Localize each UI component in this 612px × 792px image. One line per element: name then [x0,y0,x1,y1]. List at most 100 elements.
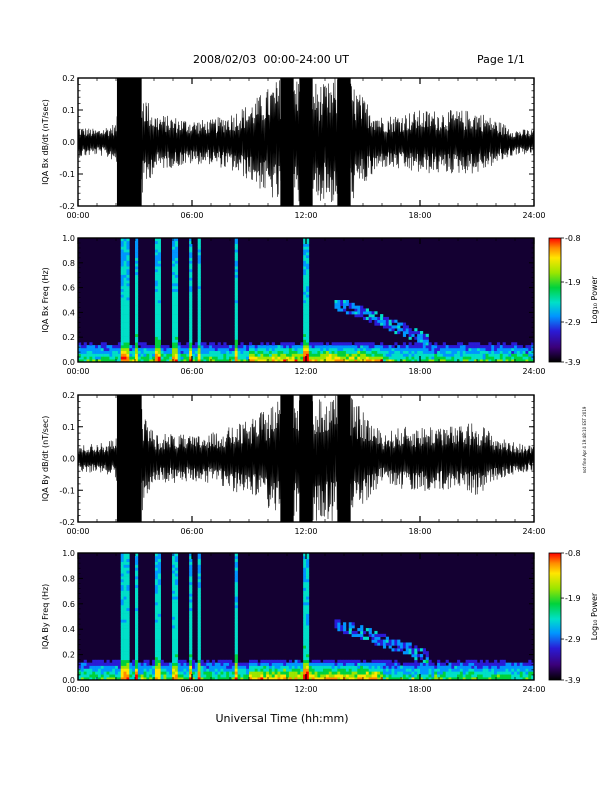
spectrogram-cell [140,662,144,666]
spectrogram-cell [348,625,352,629]
spectrogram-cell [431,359,435,363]
spectrogram-cell [340,359,344,363]
spectrogram-cell [140,359,144,363]
spectrogram-cell [291,359,295,363]
spectrogram-cell [194,674,198,678]
spectrogram-cell [365,356,369,360]
spectrogram-cell [157,584,161,588]
spectrogram-cell [106,665,110,669]
spectrogram-cell [186,356,190,360]
spectrogram-cell [266,662,270,666]
spectrogram-cell [163,347,167,352]
spectrogram-cell [189,266,193,270]
spectrogram-cell [323,662,327,666]
spectrogram-cell [385,677,389,681]
spectrogram-cell [157,665,161,669]
spectrogram-cell [234,280,238,284]
spectrogram-cell [368,314,372,318]
spectrogram-cell [300,671,304,675]
x-tick-label: 12:00 [294,367,317,376]
spectrogram-cell [172,342,176,346]
spectrogram-cell [200,674,204,678]
spectrogram-cell [345,359,350,363]
spectrogram-cell [157,280,161,284]
spectrogram-cell [103,671,107,675]
spectrogram-cell [479,659,483,663]
spectrogram-cell [95,671,99,675]
spectrogram-cell [157,561,161,565]
spectrogram-cell [200,353,204,357]
spectrogram-cell [345,668,350,672]
spectrogram-cell [172,353,176,357]
spectrogram-cell [482,353,486,357]
spectrogram-cell [174,567,179,571]
spectrogram-cell [263,677,267,681]
spectrogram-cell [363,356,367,360]
spectrogram-cell [163,671,167,675]
spectrogram-cell [234,573,238,577]
spectrogram-cell [314,350,318,354]
spectrogram-cell [343,630,347,635]
spectrogram-cell [154,610,159,614]
spectrogram-cell [525,359,529,363]
spectrogram-cell [123,266,127,270]
spectrogram-cell [325,671,330,675]
spectrogram-cell [425,677,429,681]
spectrogram-cell [294,659,298,663]
spectrogram-cell [414,665,418,669]
spectrogram-cell [123,576,127,580]
spectrogram-cell [154,316,159,321]
spectrogram-cell [402,353,407,357]
spectrogram-cell [271,356,275,360]
spectrogram-cell [177,347,181,352]
spectrogram-cell [123,325,127,329]
spectrogram-cell [172,339,176,343]
spectrogram-cell [154,625,159,629]
saturated-block [280,395,294,522]
spectrogram-cell [126,311,130,315]
spectrogram-cell [382,639,387,643]
spectrogram-cell [120,674,124,678]
spectrogram-cell [448,671,452,675]
spectrogram-cell [126,584,130,588]
spectrogram-cell [363,671,367,675]
x-tick-label: 06:00 [180,367,203,376]
spectrogram-cell [97,662,102,666]
spectrogram-cell [174,314,179,318]
spectrogram-cell [448,345,452,349]
spectrogram-cell [143,359,147,363]
spectrogram-cell [157,325,161,329]
spectrogram-cell [186,353,190,357]
spectrogram-cell [462,668,466,672]
spectrogram-cell [154,246,159,250]
spectrogram-cell [120,593,124,597]
spectrogram-cell [234,665,238,669]
spectrogram-cell [437,353,441,357]
spectrogram-cell [172,573,176,577]
spectrogram-cell [294,674,298,678]
spectrogram-cell [249,350,253,354]
spectrogram-cell [482,671,486,675]
spectrogram-cell [123,659,127,663]
spectrogram-cell [380,639,384,643]
spectrogram-cell [251,347,255,352]
spectrogram-cell [234,630,238,635]
spectrogram-cell [306,564,310,568]
colorbar-tick-label: -3.9 [565,358,581,367]
spectrogram-cell [174,656,179,661]
spectrogram-cell [428,345,432,349]
spectrogram-cell [516,671,521,675]
spectrogram-cell [263,659,267,663]
spectrogram-cell [266,659,270,663]
spectrogram-cell [226,353,230,357]
spectrogram-cell [103,353,107,357]
spectrogram-cell [263,671,267,675]
spectrogram-cell [123,625,127,629]
spectrogram-cell [129,677,133,681]
spectrogram-cell [217,674,221,678]
spectrogram-cell [420,333,424,337]
spectrogram-cell [249,674,253,678]
spectrogram-cell [516,662,521,666]
spectrogram-cell [157,567,161,571]
spectrogram-cell [135,590,139,594]
